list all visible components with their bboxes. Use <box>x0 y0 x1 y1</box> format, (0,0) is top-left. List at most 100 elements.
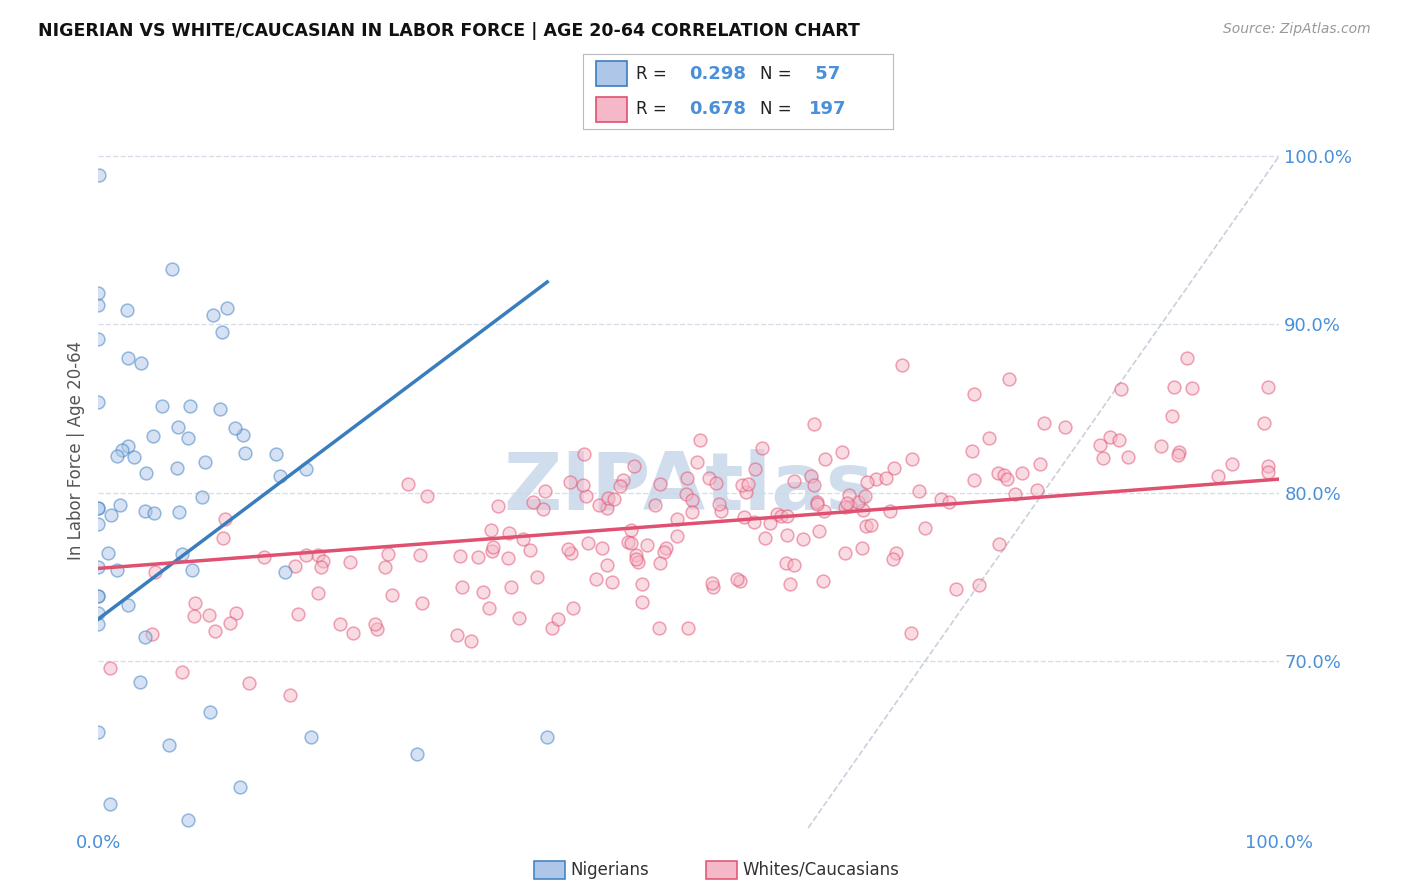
Point <box>783 474 806 488</box>
Point <box>87 559 110 574</box>
Point <box>731 477 754 491</box>
Point <box>366 623 388 637</box>
Point <box>988 537 1011 551</box>
Text: Whites/Caucasians: Whites/Caucasians <box>742 861 900 879</box>
Point <box>837 496 859 510</box>
Point <box>609 479 631 493</box>
Point <box>1029 457 1052 471</box>
Point <box>624 549 647 563</box>
Point <box>631 595 654 609</box>
Point <box>776 527 799 541</box>
Point <box>561 601 583 615</box>
Point <box>987 466 1010 480</box>
Point <box>329 616 352 631</box>
Point <box>526 569 548 583</box>
Point <box>1257 380 1279 394</box>
Point <box>838 499 860 513</box>
Point <box>665 512 688 526</box>
Point <box>1011 467 1033 481</box>
Point <box>675 471 697 485</box>
Point <box>416 489 439 503</box>
Point <box>963 473 986 487</box>
Point <box>596 501 619 516</box>
Point <box>87 606 110 620</box>
Point <box>585 572 607 586</box>
Point <box>846 495 869 509</box>
Point <box>834 546 856 560</box>
Point <box>512 532 534 546</box>
Point <box>1168 445 1191 459</box>
Point <box>598 491 620 505</box>
Point <box>238 676 260 690</box>
Point <box>211 325 233 339</box>
Point <box>960 443 983 458</box>
Point <box>648 556 671 570</box>
Point <box>1004 487 1026 501</box>
Point <box>87 298 110 312</box>
Point <box>183 596 205 610</box>
Point <box>737 476 759 491</box>
Point <box>167 420 190 434</box>
Point <box>482 540 505 554</box>
Point <box>831 444 853 458</box>
Point <box>202 308 225 322</box>
Point <box>157 738 180 752</box>
Point <box>122 450 145 464</box>
Point <box>377 547 399 561</box>
Point <box>710 504 733 518</box>
Point <box>87 168 110 182</box>
Point <box>1175 351 1198 365</box>
Point <box>1092 450 1115 465</box>
Point <box>134 630 156 644</box>
Point <box>1257 459 1279 474</box>
Point <box>776 508 799 523</box>
Point <box>309 559 332 574</box>
Point <box>938 494 960 508</box>
Point <box>264 447 287 461</box>
Point <box>449 549 471 564</box>
Point <box>522 495 544 509</box>
Point <box>409 549 432 563</box>
Point <box>396 477 419 491</box>
Point <box>1109 382 1132 396</box>
Point <box>855 518 877 533</box>
Point <box>592 541 614 555</box>
Point <box>620 523 643 537</box>
Text: 0.678: 0.678 <box>689 100 745 119</box>
Point <box>875 470 897 484</box>
Point <box>1257 465 1279 479</box>
Point <box>571 478 593 492</box>
Point <box>142 429 165 443</box>
Point <box>183 609 205 624</box>
Point <box>914 521 936 535</box>
Point <box>770 509 793 524</box>
Point <box>623 459 645 474</box>
Point <box>541 622 564 636</box>
Point <box>446 628 468 642</box>
Point <box>652 545 675 559</box>
Text: R =: R = <box>636 64 672 83</box>
Point <box>278 688 301 702</box>
Point <box>648 621 671 635</box>
Point <box>411 596 433 610</box>
Point <box>87 286 110 301</box>
Point <box>135 466 157 480</box>
Point <box>200 705 222 719</box>
Point <box>87 395 110 409</box>
Point <box>364 616 387 631</box>
Point <box>406 747 429 761</box>
Point <box>1206 468 1229 483</box>
Point <box>676 621 699 635</box>
Y-axis label: In Labor Force | Age 20-64: In Labor Force | Age 20-64 <box>66 341 84 560</box>
Point <box>883 461 905 475</box>
Point <box>498 526 520 541</box>
Point <box>612 473 634 487</box>
Point <box>834 500 856 514</box>
Point <box>995 471 1018 485</box>
Point <box>707 497 730 511</box>
Point <box>231 428 253 442</box>
Text: 57: 57 <box>810 64 841 83</box>
Point <box>143 565 166 579</box>
Point <box>536 730 558 744</box>
Point <box>177 431 200 445</box>
